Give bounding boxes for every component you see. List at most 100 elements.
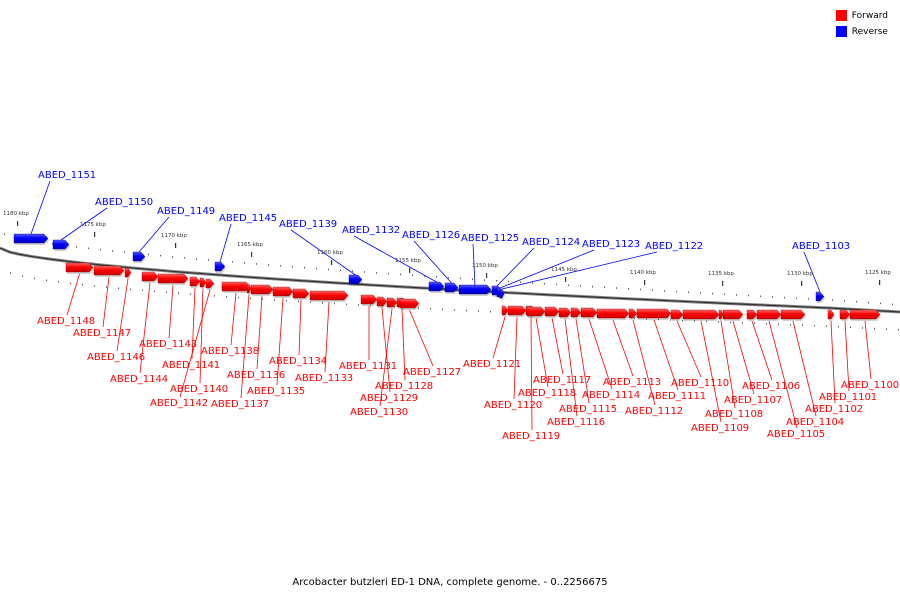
gene-label[interactable]: ABED_1102 bbox=[805, 404, 863, 415]
gene-feature-abed-1148[interactable] bbox=[65, 262, 94, 273]
gene-feature-abed-1121[interactable] bbox=[501, 305, 509, 316]
gene-label[interactable]: ABED_1121 bbox=[463, 359, 521, 370]
gene-feature-abed-1104[interactable] bbox=[780, 309, 806, 320]
gene-label[interactable]: ABED_1139 bbox=[279, 219, 337, 230]
gene-feature-abed-1140[interactable] bbox=[199, 277, 207, 288]
gene-feature-abed-1115[interactable] bbox=[570, 307, 582, 318]
gene-feature-abed-1146[interactable] bbox=[124, 267, 132, 278]
gene-feature-abed-1109[interactable] bbox=[682, 309, 720, 320]
gene-feature-abed-1103[interactable] bbox=[815, 291, 825, 302]
gene-feature-abed-1147[interactable] bbox=[93, 265, 125, 276]
gene-label[interactable]: ABED_1145 bbox=[219, 213, 277, 224]
gene-label[interactable]: ABED_1136 bbox=[227, 370, 285, 381]
gene-label[interactable]: ABED_1128 bbox=[375, 381, 433, 392]
gene-label[interactable]: ABED_1123 bbox=[582, 239, 640, 250]
gene-feature-abed-1101[interactable] bbox=[839, 309, 851, 320]
gene-feature-abed-1149[interactable] bbox=[132, 251, 146, 262]
gene-label[interactable]: ABED_1147 bbox=[73, 328, 131, 339]
gene-feature-abed-1110[interactable] bbox=[670, 309, 684, 320]
gene-label[interactable]: ABED_1113 bbox=[603, 377, 661, 388]
gene-label[interactable]: ABED_1134 bbox=[269, 356, 327, 367]
gene-feature-abed-1151[interactable] bbox=[13, 233, 49, 244]
gene-feature-abed-1107[interactable] bbox=[722, 309, 744, 320]
gene-label[interactable]: ABED_1130 bbox=[350, 407, 408, 418]
gene-feature-abed-1145[interactable] bbox=[214, 261, 226, 272]
gene-feature-abed-1135[interactable] bbox=[272, 286, 294, 297]
gene-label[interactable]: ABED_1140 bbox=[170, 384, 228, 395]
gene-label[interactable]: ABED_1120 bbox=[484, 400, 542, 411]
gene-feature-abed-1118[interactable] bbox=[526, 306, 546, 317]
gene-label[interactable]: ABED_1119 bbox=[502, 431, 560, 442]
gene-label[interactable]: ABED_1148 bbox=[37, 316, 95, 327]
gene-label[interactable]: ABED_1101 bbox=[819, 392, 877, 403]
gene-feature-abed-1137[interactable] bbox=[246, 283, 252, 294]
gene-label[interactable]: ABED_1117 bbox=[533, 375, 591, 386]
gene-feature-abed-1125[interactable] bbox=[458, 284, 492, 295]
gene-feature-abed-1120[interactable] bbox=[507, 305, 527, 316]
gene-feature-abed-1108[interactable] bbox=[718, 309, 724, 320]
gene-feature-abed-1127[interactable] bbox=[399, 298, 420, 309]
gene-label[interactable]: ABED_1122 bbox=[645, 241, 703, 252]
gene-feature-abed-1142[interactable] bbox=[205, 278, 215, 289]
gene-label[interactable]: ABED_1141 bbox=[162, 360, 220, 371]
gene-label[interactable]: ABED_1106 bbox=[742, 381, 800, 392]
gene-label[interactable]: ABED_1127 bbox=[403, 367, 461, 378]
gene-label[interactable]: ABED_1142 bbox=[150, 398, 208, 409]
gene-feature-abed-1132[interactable] bbox=[428, 281, 445, 292]
gene-feature-abed-1139[interactable] bbox=[348, 274, 363, 285]
gene-label[interactable]: ABED_1132 bbox=[342, 225, 400, 236]
gene-feature-abed-1130[interactable] bbox=[386, 297, 398, 308]
gene-feature-abed-1134[interactable] bbox=[292, 288, 310, 299]
gene-label[interactable]: ABED_1107 bbox=[724, 395, 782, 406]
gene-feature-abed-1138[interactable] bbox=[221, 281, 251, 292]
gene-label[interactable]: ABED_1100 bbox=[841, 380, 899, 391]
gene-label[interactable]: ABED_1137 bbox=[211, 399, 269, 410]
gene-feature-abed-1116[interactable] bbox=[558, 307, 572, 318]
gene-feature-abed-1122[interactable] bbox=[499, 288, 505, 299]
gene-label[interactable]: ABED_1112 bbox=[625, 406, 683, 417]
gene-feature-abed-1106[interactable] bbox=[746, 309, 758, 320]
gene-label[interactable]: ABED_1149 bbox=[157, 206, 215, 217]
gene-feature-abed-1112[interactable] bbox=[628, 308, 638, 319]
gene-feature-abed-1102[interactable] bbox=[827, 309, 835, 320]
gene-label[interactable]: ABED_1151 bbox=[38, 170, 96, 181]
gene-label[interactable]: ABED_1105 bbox=[767, 429, 825, 440]
gene-label[interactable]: ABED_1115 bbox=[559, 404, 617, 415]
gene-feature-abed-1131[interactable] bbox=[360, 294, 378, 305]
gene-label[interactable]: ABED_1118 bbox=[518, 388, 576, 399]
gene-feature-abed-1133[interactable] bbox=[309, 290, 349, 301]
gene-label[interactable]: ABED_1133 bbox=[295, 373, 353, 384]
gene-feature-abed-1117[interactable] bbox=[544, 306, 560, 317]
gene-label[interactable]: ABED_1109 bbox=[691, 423, 749, 434]
gene-label[interactable]: ABED_1110 bbox=[671, 378, 729, 389]
gene-label[interactable]: ABED_1125 bbox=[461, 233, 519, 244]
gene-feature-abed-1143[interactable] bbox=[157, 273, 189, 284]
gene-label[interactable]: ABED_1124 bbox=[522, 237, 580, 248]
gene-label[interactable]: ABED_1135 bbox=[247, 386, 305, 397]
gene-feature-abed-1136[interactable] bbox=[250, 284, 274, 295]
gene-label[interactable]: ABED_1126 bbox=[402, 230, 460, 241]
gene-feature-abed-1114[interactable] bbox=[580, 307, 598, 318]
gene-feature-abed-1105[interactable] bbox=[756, 309, 782, 320]
gene-feature-abed-1126[interactable] bbox=[444, 282, 459, 293]
gene-label[interactable]: ABED_1143 bbox=[139, 339, 197, 350]
gene-label[interactable]: ABED_1108 bbox=[705, 409, 763, 420]
gene-label[interactable]: ABED_1104 bbox=[786, 417, 844, 428]
gene-label[interactable]: ABED_1103 bbox=[792, 241, 850, 252]
gene-label[interactable]: ABED_1111 bbox=[648, 391, 706, 402]
gene-feature-abed-1144[interactable] bbox=[141, 271, 159, 282]
gene-feature-abed-1111[interactable] bbox=[636, 308, 672, 319]
gene-feature-abed-1150[interactable] bbox=[52, 239, 70, 250]
gene-label[interactable]: ABED_1150 bbox=[95, 197, 153, 208]
gene-label[interactable]: ABED_1131 bbox=[339, 361, 397, 372]
gene-feature-abed-1100[interactable] bbox=[849, 309, 881, 320]
gene-label[interactable]: ABED_1144 bbox=[110, 374, 168, 385]
gene-feature-abed-1141[interactable] bbox=[189, 276, 201, 287]
gene-feature-abed-1129[interactable] bbox=[376, 296, 388, 307]
gene-label[interactable]: ABED_1129 bbox=[360, 393, 418, 404]
gene-label[interactable]: ABED_1138 bbox=[201, 346, 259, 357]
gene-feature-abed-1113[interactable] bbox=[596, 308, 630, 319]
gene-label[interactable]: ABED_1114 bbox=[582, 390, 640, 401]
gene-label[interactable]: ABED_1116 bbox=[547, 417, 605, 428]
gene-label[interactable]: ABED_1146 bbox=[87, 352, 145, 363]
